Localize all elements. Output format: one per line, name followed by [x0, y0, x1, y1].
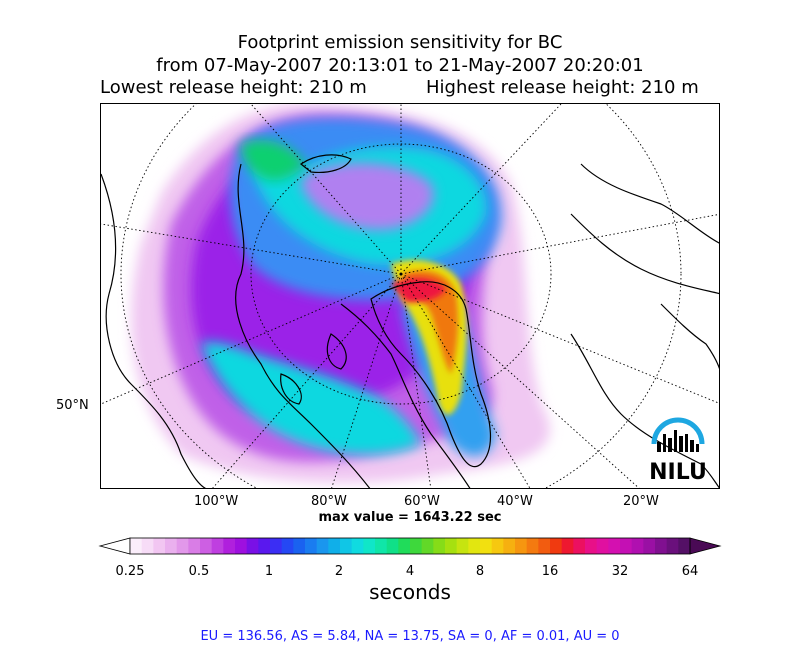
lowest-release-height: Lowest release height: 210 m: [100, 77, 367, 98]
colorbar-tick-6: 16: [541, 564, 559, 579]
colorbar-swatch: [433, 538, 446, 554]
lat-label-50n: 50°N: [56, 398, 89, 413]
plot-date-range: from 07-May-2007 20:13:01 to 21-May-2007…: [156, 55, 644, 76]
colorbar-tick-2: 1: [264, 564, 274, 579]
colorbar-under-arrow: [98, 537, 131, 555]
colorbar-outline: [129, 537, 691, 555]
nilu-logo-arc: [651, 417, 705, 445]
colorbar-swatch: [235, 538, 248, 554]
colorbar-tick-0: 0.25: [115, 564, 145, 579]
colorbar-swatch: [631, 538, 644, 554]
colorbar-swatch: [223, 538, 236, 554]
colorbar-swatch: [421, 538, 434, 554]
colorbar-swatch: [200, 538, 213, 554]
coastlines: [101, 154, 719, 488]
colorbar-unit-label: seconds: [369, 580, 451, 604]
colorbar-swatch: [526, 538, 539, 554]
colorbar-swatch: [141, 538, 154, 554]
nilu-logo: NILU: [649, 417, 707, 485]
colorbar-swatch: [398, 538, 411, 554]
colorbar-swatch: [293, 538, 306, 554]
colorbar-swatch: [596, 538, 609, 554]
lon-label-20w: 20°W: [623, 494, 659, 509]
highest-release-height: Highest release height: 210 m: [426, 77, 699, 98]
sensitivity-field: [131, 104, 550, 483]
colorbar-swatch: [550, 538, 563, 554]
colorbar-swatch: [456, 538, 469, 554]
colorbar-swatch: [351, 538, 364, 554]
colorbar-swatch: [538, 538, 551, 554]
colorbar-swatch: [176, 538, 189, 554]
plot-title: Footprint emission sensitivity for BC: [237, 32, 563, 53]
colorbar-swatch: [211, 538, 224, 554]
colorbar-swatch: [165, 538, 178, 554]
colorbar-swatch: [258, 538, 271, 554]
lon-label-60w: 60°W: [404, 494, 440, 509]
max-value: max value = 1643.22 sec: [318, 510, 502, 525]
colorbar-tick-5: 8: [475, 564, 485, 579]
colorbar-swatch: [188, 538, 201, 554]
colorbar-swatch: [503, 538, 516, 554]
colorbar-swatch: [491, 538, 504, 554]
colorbar-swatch: [316, 538, 329, 554]
colorbar-swatch: [281, 538, 294, 554]
map-canvas: NILU: [101, 104, 719, 488]
region-totals: EU = 136.56, AS = 5.84, NA = 13.75, SA =…: [200, 629, 620, 644]
nilu-logo-skyline: [657, 430, 699, 452]
colorbar-swatch: [130, 538, 143, 554]
colorbar-tick-4: 4: [405, 564, 415, 579]
lon-label-80w: 80°W: [311, 494, 347, 509]
colorbar: [98, 537, 722, 555]
colorbar-tick-8: 64: [681, 564, 699, 579]
colorbar-swatch: [410, 538, 423, 554]
colorbar-tick-3: 2: [334, 564, 344, 579]
colorbar-swatch: [246, 538, 259, 554]
colorbar-swatch: [445, 538, 458, 554]
colorbar-swatch: [515, 538, 528, 554]
colorbar-swatch: [561, 538, 574, 554]
colorbar-swatch: [643, 538, 656, 554]
colorbar-swatch: [655, 538, 668, 554]
colorbar-swatch: [328, 538, 341, 554]
colorbar-swatch: [375, 538, 388, 554]
colorbar-tick-1: 0.5: [188, 564, 210, 579]
colorbar-over-arrow: [689, 537, 722, 555]
graticule: [101, 104, 719, 488]
colorbar-swatch: [270, 538, 283, 554]
colorbar-swatch: [480, 538, 493, 554]
colorbar-swatch: [585, 538, 598, 554]
colorbar-swatch: [305, 538, 318, 554]
colorbar-swatch: [386, 538, 399, 554]
footprint-map: NILU: [100, 103, 720, 489]
colorbar-swatch: [608, 538, 621, 554]
colorbar-swatch: [573, 538, 586, 554]
colorbar-swatch: [468, 538, 481, 554]
lon-label-40w: 40°W: [497, 494, 533, 509]
lon-label-100w: 100°W: [194, 494, 239, 509]
nilu-logo-text: NILU: [649, 460, 707, 485]
colorbar-tick-7: 32: [611, 564, 629, 579]
colorbar-swatch: [363, 538, 376, 554]
colorbar-swatch: [153, 538, 166, 554]
colorbar-swatch: [340, 538, 353, 554]
colorbar-swatch: [666, 538, 679, 554]
colorbar-swatch: [620, 538, 633, 554]
colorbar-swatch: [678, 538, 691, 554]
